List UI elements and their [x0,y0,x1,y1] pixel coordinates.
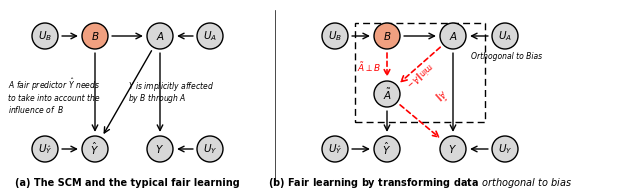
Circle shape [32,136,58,162]
Text: (b) Fair learning by transforming data $\it{orthogonal\ to\ bias}$: (b) Fair learning by transforming data $… [268,176,572,190]
Text: $Y$: $Y$ [449,143,458,155]
Text: $U_Y$: $U_Y$ [498,142,512,156]
Text: influence of  $B$: influence of $B$ [8,104,65,115]
Text: by $B$ through $A$: by $B$ through $A$ [128,92,187,105]
Circle shape [440,136,466,162]
Circle shape [322,136,348,162]
Text: to take into account the: to take into account the [8,94,100,103]
Text: $B$: $B$ [383,30,391,42]
Text: $U_{\hat{Y}}$: $U_{\hat{Y}}$ [38,142,52,156]
Circle shape [322,23,348,49]
Circle shape [82,136,108,162]
Text: $\tilde{A} \perp B$: $\tilde{A} \perp B$ [357,60,381,74]
Circle shape [147,136,173,162]
Circle shape [440,23,466,49]
Circle shape [197,23,223,49]
Circle shape [82,23,108,49]
Text: A fair predictor $\hat{Y}$ needs: A fair predictor $\hat{Y}$ needs [8,77,100,93]
Text: $U_A$: $U_A$ [203,29,217,43]
Circle shape [492,136,518,162]
Text: Orthogonal to Bias: Orthogonal to Bias [471,52,542,61]
Text: $U_B$: $U_B$ [328,29,342,43]
Text: $\mathrm{min}\|A -$: $\mathrm{min}\|A -$ [403,59,436,90]
Circle shape [374,136,400,162]
Circle shape [374,81,400,107]
Circle shape [32,23,58,49]
Text: $B$: $B$ [91,30,99,42]
Text: $\hat{Y}$: $\hat{Y}$ [383,141,392,157]
Text: (a) The SCM and the typical fair learning: (a) The SCM and the typical fair learnin… [15,178,240,188]
Circle shape [492,23,518,49]
Circle shape [147,23,173,49]
Text: $U_A$: $U_A$ [498,29,512,43]
Text: $U_{\hat{Y}}$: $U_{\hat{Y}}$ [328,142,342,156]
Text: $\tilde{A}\|$: $\tilde{A}\|$ [431,85,450,104]
Text: $A$: $A$ [449,30,458,42]
Circle shape [197,136,223,162]
Text: $Y$: $Y$ [156,143,164,155]
Text: $A$: $A$ [156,30,164,42]
Text: $\hat{Y}$: $\hat{Y}$ [90,141,99,157]
Text: $Y$ is implicitly affected: $Y$ is implicitly affected [128,80,214,93]
Text: $U_B$: $U_B$ [38,29,52,43]
Text: $U_Y$: $U_Y$ [203,142,217,156]
Text: $\tilde{A}$: $\tilde{A}$ [383,87,392,101]
Circle shape [374,23,400,49]
